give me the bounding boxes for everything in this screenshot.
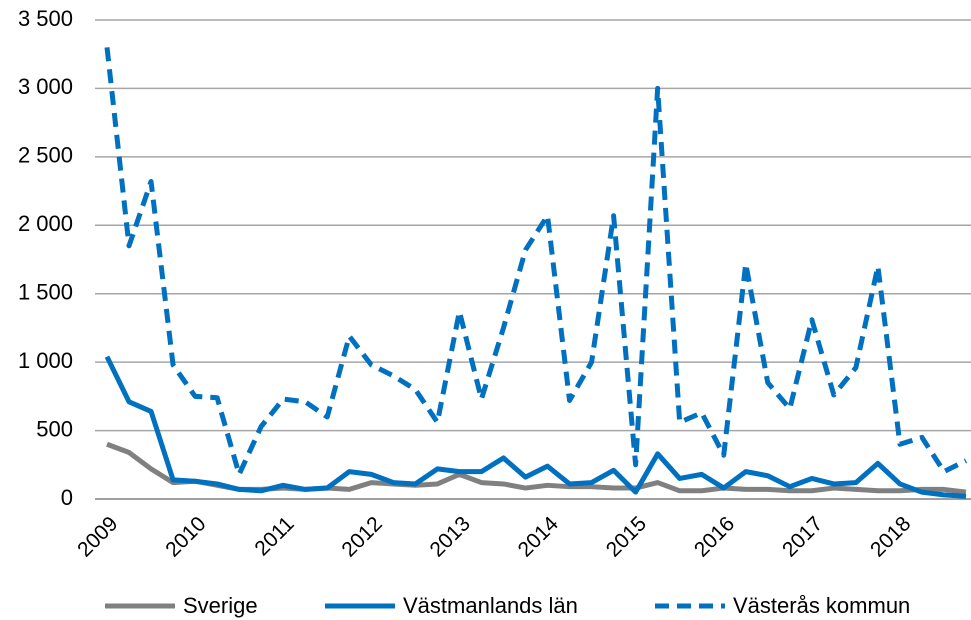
- y-tick-label: 0: [61, 485, 73, 510]
- series-line: [104, 47, 968, 477]
- legend-label: Västerås kommun: [733, 593, 910, 618]
- x-tick-label: 2015: [602, 512, 651, 561]
- x-tick-label: 2012: [337, 512, 386, 561]
- legend-label: Sverige: [183, 593, 258, 618]
- x-tick-label: 2009: [73, 512, 122, 561]
- y-tick-label: 500: [36, 416, 73, 441]
- x-tick-label: 2010: [161, 512, 210, 561]
- y-tick-label: 2 500: [18, 143, 73, 168]
- x-tick-label: 2017: [778, 512, 827, 561]
- series-line: [104, 355, 967, 499]
- y-tick-label: 2 000: [18, 211, 73, 236]
- x-tick-label: 2016: [690, 512, 739, 561]
- x-tick-label: 2013: [426, 512, 475, 561]
- x-tick-label: 2011: [250, 512, 298, 560]
- x-tick-label: 2014: [514, 512, 564, 562]
- y-tick-label: 3 500: [18, 6, 73, 31]
- y-tick-label: 1 000: [18, 348, 73, 373]
- legend-label: Västmanlands län: [403, 593, 578, 618]
- y-tick-label: 3 000: [18, 74, 73, 99]
- x-tick-label: 2018: [866, 512, 915, 561]
- y-tick-label: 1 500: [18, 280, 73, 305]
